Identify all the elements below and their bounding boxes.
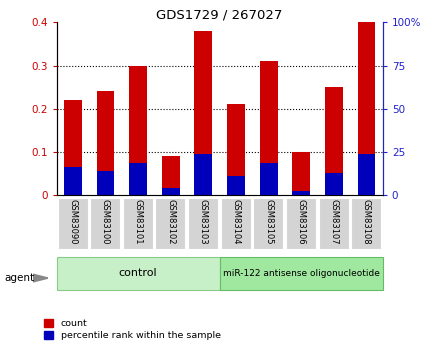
Bar (96, 171, 114, 195)
Bar (324, 87, 342, 195)
Bar (318, 198, 348, 249)
Bar (324, 173, 342, 195)
Polygon shape (33, 274, 48, 282)
Bar (227, 176, 244, 195)
Bar (292, 190, 309, 195)
Text: GSM83106: GSM83106 (296, 199, 305, 244)
Bar (259, 61, 277, 195)
Text: GSM83104: GSM83104 (231, 199, 240, 244)
Bar (357, 22, 375, 195)
Bar (350, 198, 380, 249)
Bar (155, 198, 185, 249)
Bar (220, 198, 250, 249)
Bar (253, 198, 283, 249)
Text: GSM83090: GSM83090 (68, 199, 77, 244)
Bar (227, 104, 244, 195)
Text: control: control (118, 268, 157, 278)
Title: GDS1729 / 267027: GDS1729 / 267027 (156, 8, 282, 21)
Bar (357, 154, 375, 195)
Bar (285, 198, 315, 249)
Text: miR-122 antisense oligonucleotide: miR-122 antisense oligonucleotide (222, 269, 379, 278)
Bar (219, 257, 382, 290)
Text: GSM83100: GSM83100 (101, 199, 110, 244)
Bar (96, 91, 114, 195)
Bar (259, 162, 277, 195)
Text: GSM83107: GSM83107 (329, 199, 338, 244)
Bar (90, 198, 120, 249)
Text: agent: agent (4, 273, 34, 283)
Legend: count, percentile rank within the sample: count, percentile rank within the sample (44, 319, 220, 340)
Bar (122, 198, 152, 249)
Bar (194, 154, 212, 195)
Text: GSM83101: GSM83101 (133, 199, 142, 244)
Text: GSM83108: GSM83108 (361, 199, 370, 244)
Bar (161, 188, 179, 195)
Bar (194, 31, 212, 195)
Bar (161, 156, 179, 195)
Text: GSM83102: GSM83102 (166, 199, 175, 244)
Bar (129, 66, 147, 195)
Text: GSM83105: GSM83105 (263, 199, 273, 244)
Text: GSM83103: GSM83103 (198, 199, 207, 244)
Bar (129, 162, 147, 195)
Bar (64, 167, 82, 195)
Bar (187, 198, 217, 249)
Bar (56, 257, 219, 290)
Bar (57, 198, 87, 249)
Bar (292, 152, 309, 195)
Bar (64, 100, 82, 195)
